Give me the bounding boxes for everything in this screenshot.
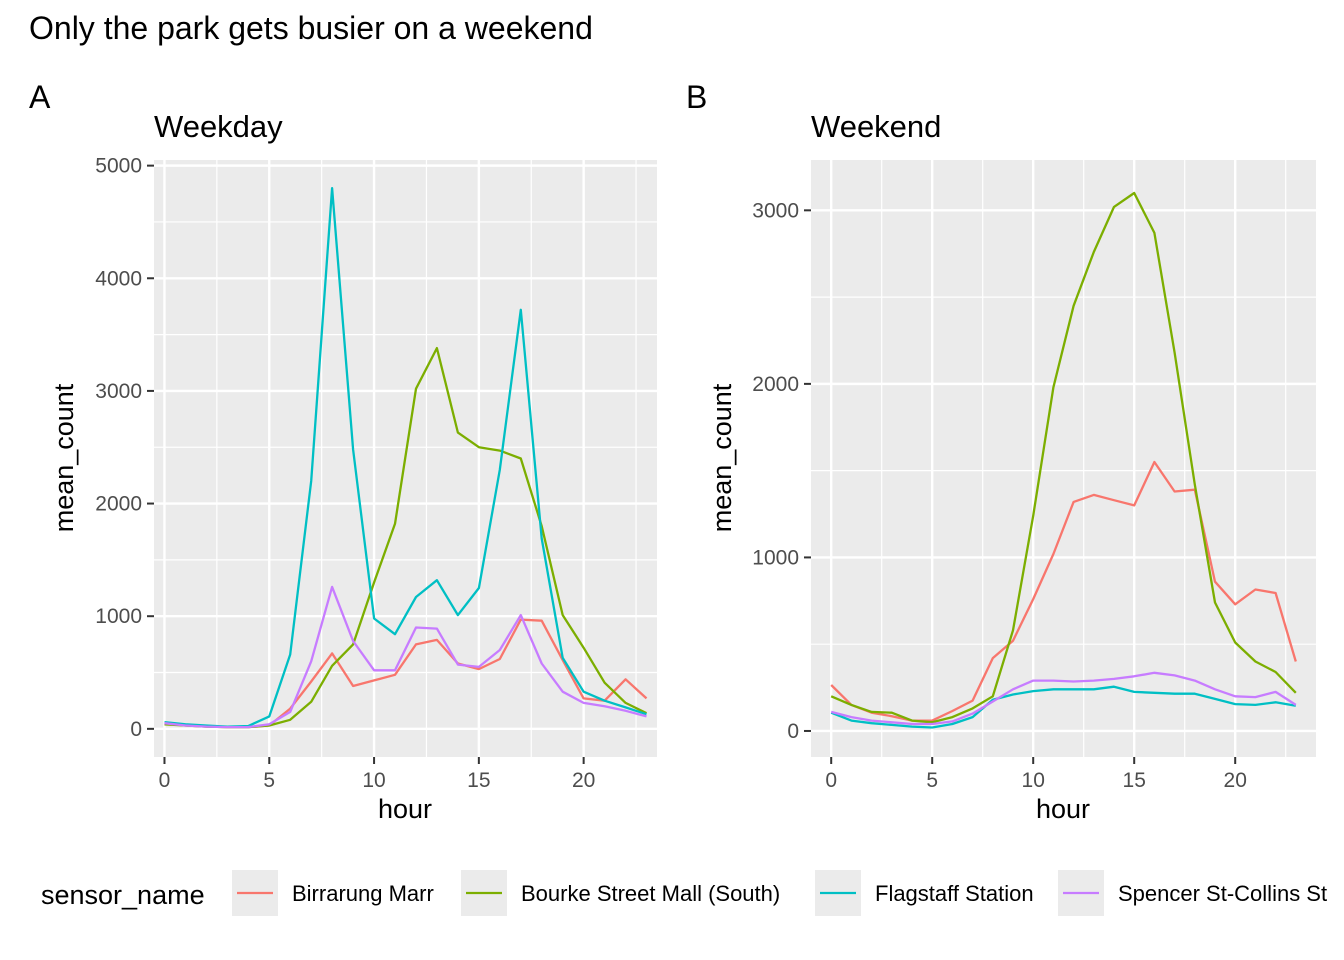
x-tick-label: 10 [1022,769,1045,792]
x-tick-label: 5 [263,769,275,792]
x-axis-title: hour [1036,794,1090,824]
panel-weekend: B Weekend 0 5 10 15 20 0 1000 2000 3000 hour mea… [686,79,1316,824]
panel-tag-b: B [686,79,707,115]
legend-label-spencer-st-collins-st: Spencer St-Collins St [1118,881,1327,906]
y-tick-label: 2000 [95,493,142,516]
legend-items: Birrarung Marr Bourke Street Mall (South)… [232,870,1327,916]
grid-major [154,160,657,757]
x-tick-label: 10 [362,769,385,792]
y-axis-title: mean_count [707,383,737,532]
x-tick-label: 0 [825,769,837,792]
axis-ticks: 0 5 10 15 20 0 1000 2000 3000 4000 5000 [95,155,595,792]
series-line-spencer-st-collins-st [830,671,1297,726]
y-tick-label: 2000 [752,373,799,396]
legend-label-flagstaff-station: Flagstaff Station [875,881,1034,906]
series-line-bourke-street-mall-south [830,191,1297,724]
x-axis-title: hour [378,794,432,824]
panel-tag-a: A [29,79,51,115]
series-lines [830,191,1297,729]
x-tick-label: 20 [1224,769,1247,792]
y-tick-label: 0 [787,720,799,743]
x-tick-label: 0 [159,769,171,792]
plot-background [811,160,1316,757]
legend-label-birrarung-marr: Birrarung Marr [292,881,434,906]
series-line-spencer-st-collins-st [164,585,647,729]
y-tick-label: 1000 [95,605,142,628]
y-tick-label: 1000 [752,546,799,569]
y-tick-label: 3000 [95,380,142,403]
series-lines [164,187,648,729]
grid-minor [154,160,657,757]
x-tick-label: 20 [572,769,595,792]
legend: sensor_name Birrarung Marr Bourke Street … [41,870,1327,916]
y-tick-label: 3000 [752,199,799,222]
y-tick-label: 5000 [95,155,142,178]
panel-weekday: A Weekday 0 5 10 15 20010002000300040005000 … [29,79,657,824]
legend-label-bourke-street-mall-south: Bourke Street Mall (South) [521,881,780,906]
figure-title: Only the park gets busier on a weekend [29,10,593,46]
axis-ticks: 0 5 10 15 20 0 1000 2000 3000 [752,199,1247,792]
grid-major [811,160,1316,757]
y-axis-title: mean_count [49,383,79,532]
x-tick-label: 5 [926,769,938,792]
panel-title-weekend: Weekend [811,109,941,144]
grid-minor [811,160,1316,757]
y-tick-label: 4000 [95,267,142,290]
y-tick-label: 0 [130,718,142,741]
series-line-flagstaff-station [830,685,1296,729]
legend-title: sensor_name [41,880,205,910]
panel-title-weekday: Weekday [154,109,283,144]
x-tick-label: 15 [1123,769,1146,792]
x-tick-label: 15 [467,769,490,792]
